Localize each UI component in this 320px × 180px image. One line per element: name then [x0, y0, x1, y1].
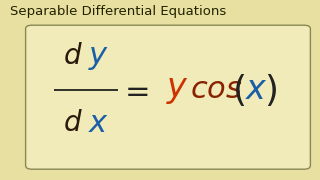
- Text: $cos$: $cos$: [190, 75, 243, 105]
- Text: Separable Differential Equations: Separable Differential Equations: [10, 5, 226, 18]
- Text: $=$: $=$: [119, 75, 149, 105]
- Text: $)$: $)$: [264, 72, 277, 108]
- FancyBboxPatch shape: [26, 25, 310, 169]
- Text: $y$: $y$: [88, 41, 109, 72]
- Text: $d$: $d$: [63, 43, 83, 70]
- Text: $x$: $x$: [88, 108, 109, 139]
- Text: $x$: $x$: [245, 74, 268, 106]
- Text: $y$: $y$: [166, 74, 189, 106]
- Text: $d$: $d$: [63, 110, 83, 137]
- Text: $($: $($: [232, 72, 245, 108]
